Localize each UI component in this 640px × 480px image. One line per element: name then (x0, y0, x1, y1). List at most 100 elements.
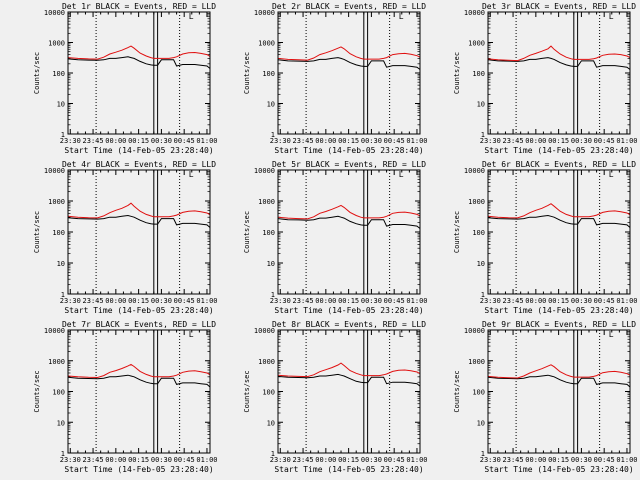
x-axis-label: Start Time (14-Feb-05 23:28:40) (64, 465, 213, 474)
y-tick-label: 100 (262, 229, 275, 237)
x-tick-label: 00:45 (384, 297, 405, 305)
panel-title: Det 4r BLACK = Events, RED = LLD (62, 160, 216, 169)
y-tick-label: 1000 (48, 198, 65, 206)
x-tick-label: 23:45 (503, 297, 524, 305)
x-tick-label: 23:30 (480, 297, 501, 305)
x-tick-label: 01:00 (616, 456, 637, 464)
events-series-line (487, 374, 631, 388)
y-tick-label: 1000 (258, 358, 275, 366)
y-tick-label: 10 (477, 101, 485, 109)
x-tick-label: 23:45 (293, 297, 314, 305)
x-tick-label: 00:45 (174, 137, 195, 145)
panel-title: Det 9r BLACK = Events, RED = LLD (482, 320, 636, 329)
x-tick-label: 23:45 (503, 456, 524, 464)
attenuator-marker: L (399, 330, 404, 339)
x-tick-label: 00:30 (361, 456, 382, 464)
y-tick-label: 1 (481, 450, 485, 458)
y-tick-label: 100 (472, 389, 485, 397)
y-tick-label: 1 (61, 291, 65, 299)
plot-frame (277, 169, 421, 295)
events-series-line (277, 57, 421, 70)
detector-panel-7: Det 7r BLACK = Events, RED = LLD Counts/s… (33, 320, 218, 474)
y-tick-label: 100 (52, 229, 65, 237)
x-tick-label: 00:45 (174, 297, 195, 305)
plot-frame (487, 11, 631, 135)
x-tick-label: 01:00 (196, 137, 217, 145)
attenuator-marker: L (399, 170, 404, 179)
x-tick-label: 01:00 (196, 297, 217, 305)
x-tick-label: 23:30 (60, 297, 81, 305)
detector-panel-8: Det 8r BLACK = Events, RED = LLD Counts/s… (243, 320, 428, 474)
x-axis-label: Start Time (14-Feb-05 23:28:40) (484, 465, 633, 474)
y-tick-label: 1000 (468, 40, 485, 48)
y-tick-label: 10 (477, 260, 485, 268)
x-tick-label: 23:45 (503, 137, 524, 145)
x-tick-label: 00:15 (338, 456, 359, 464)
y-axis-label: Counts/sec (243, 52, 251, 94)
x-tick-label: 00:00 (315, 456, 336, 464)
attenuator-marker: L (609, 170, 614, 179)
y-tick-label: 100 (52, 70, 65, 78)
y-tick-label: 10 (477, 419, 485, 427)
panel-title: Det 5r BLACK = Events, RED = LLD (272, 160, 426, 169)
y-axis-label: Counts/sec (453, 52, 461, 94)
y-axis-label: Counts/sec (33, 52, 41, 94)
x-tick-label: 01:00 (616, 137, 637, 145)
lld-series-line (67, 45, 211, 60)
x-tick-label: 00:15 (548, 456, 569, 464)
y-tick-label: 10000 (464, 327, 485, 335)
x-tick-label: 00:30 (151, 297, 172, 305)
x-tick-label: 01:00 (196, 456, 217, 464)
lld-series-line (67, 202, 211, 219)
x-tick-label: 01:00 (406, 456, 427, 464)
x-tick-label: 00:30 (571, 137, 592, 145)
x-tick-label: 00:45 (384, 137, 405, 145)
y-tick-label: 100 (262, 70, 275, 78)
y-tick-label: 10000 (464, 167, 485, 175)
x-axis-label: Start Time (14-Feb-05 23:28:40) (274, 146, 423, 155)
x-tick-label: 00:45 (594, 137, 615, 145)
y-tick-label: 1 (271, 450, 275, 458)
y-tick-label: 1 (481, 291, 485, 299)
x-tick-label: 23:30 (60, 137, 81, 145)
x-tick-label: 23:45 (83, 456, 104, 464)
x-tick-label: 23:45 (293, 137, 314, 145)
y-tick-label: 10 (57, 101, 65, 109)
x-tick-label: 00:45 (594, 456, 615, 464)
events-series-line (67, 214, 211, 228)
y-tick-label: 10000 (44, 9, 65, 17)
x-tick-label: 23:45 (83, 297, 104, 305)
attenuator-marker: L (609, 12, 614, 21)
x-axis-label: Start Time (14-Feb-05 23:28:40) (64, 146, 213, 155)
x-tick-label: 00:00 (525, 137, 546, 145)
y-axis-label: Counts/sec (453, 370, 461, 412)
lld-series-line (67, 363, 211, 379)
x-axis-label: Start Time (14-Feb-05 23:28:40) (274, 306, 423, 315)
lld-series-line (277, 204, 421, 220)
y-tick-label: 10000 (254, 327, 275, 335)
y-tick-label: 1000 (48, 40, 65, 48)
y-tick-label: 10000 (44, 167, 65, 175)
x-tick-label: 23:30 (480, 456, 501, 464)
attenuator-marker: L (189, 170, 194, 179)
x-tick-label: 00:15 (338, 297, 359, 305)
events-series-line (277, 215, 421, 229)
x-tick-label: 00:45 (594, 297, 615, 305)
x-tick-label: 01:00 (406, 137, 427, 145)
y-tick-label: 1 (271, 131, 275, 139)
x-tick-label: 23:30 (480, 137, 501, 145)
y-tick-label: 1000 (48, 358, 65, 366)
x-tick-label: 01:00 (616, 297, 637, 305)
y-axis-label: Counts/sec (243, 211, 251, 253)
y-tick-label: 10 (267, 260, 275, 268)
x-tick-label: 00:30 (361, 137, 382, 145)
x-tick-label: 00:15 (548, 297, 569, 305)
plot-frame (277, 329, 421, 454)
panel-title: Det 3r BLACK = Events, RED = LLD (482, 2, 636, 11)
lld-series-line (487, 203, 631, 219)
y-tick-label: 10 (267, 101, 275, 109)
detector-panel-5: Det 5r BLACK = Events, RED = LLD Counts/s… (243, 160, 428, 315)
lld-series-line (277, 46, 421, 61)
x-tick-label: 00:15 (548, 137, 569, 145)
